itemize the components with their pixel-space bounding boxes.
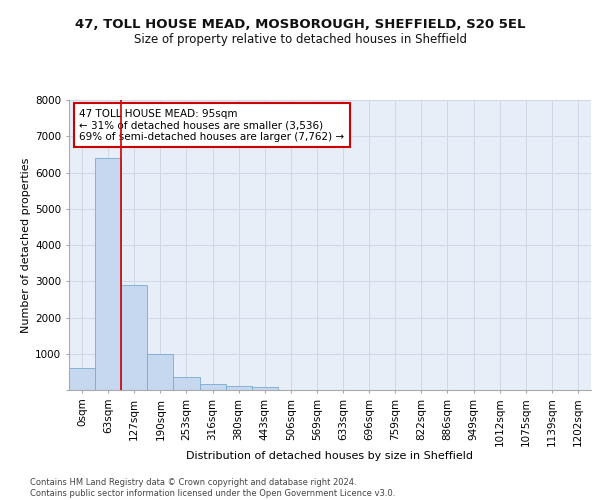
Bar — [148, 354, 173, 390]
Bar — [69, 368, 95, 390]
Bar — [199, 384, 226, 390]
Text: 47 TOLL HOUSE MEAD: 95sqm
← 31% of detached houses are smaller (3,536)
69% of se: 47 TOLL HOUSE MEAD: 95sqm ← 31% of detac… — [79, 108, 344, 142]
Text: Size of property relative to detached houses in Sheffield: Size of property relative to detached ho… — [133, 32, 467, 46]
Bar — [95, 158, 121, 390]
Bar — [226, 386, 252, 390]
Text: Contains HM Land Registry data © Crown copyright and database right 2024.
Contai: Contains HM Land Registry data © Crown c… — [30, 478, 395, 498]
Bar — [173, 376, 199, 390]
Text: 47, TOLL HOUSE MEAD, MOSBOROUGH, SHEFFIELD, S20 5EL: 47, TOLL HOUSE MEAD, MOSBOROUGH, SHEFFIE… — [75, 18, 525, 30]
Bar — [121, 285, 148, 390]
X-axis label: Distribution of detached houses by size in Sheffield: Distribution of detached houses by size … — [187, 450, 473, 460]
Bar — [252, 388, 278, 390]
Y-axis label: Number of detached properties: Number of detached properties — [21, 158, 31, 332]
